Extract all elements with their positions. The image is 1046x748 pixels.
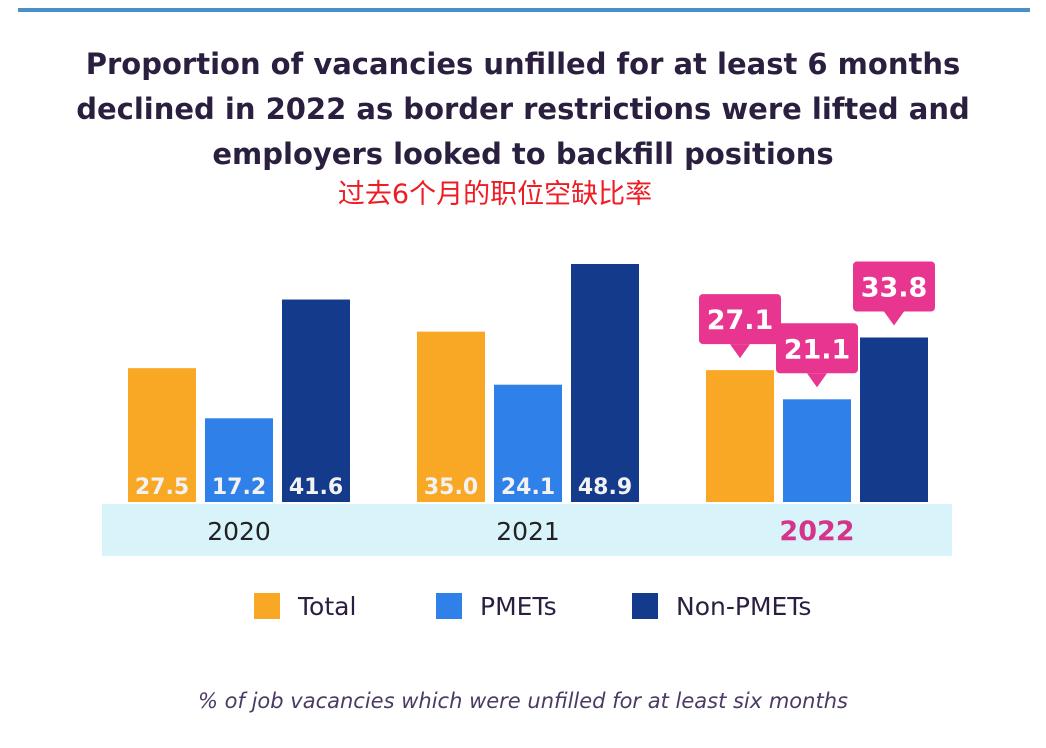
category-label-2021: 2021: [496, 517, 560, 546]
legend-swatch-non-pmets: [632, 593, 658, 619]
title-line-1: Proportion of vacancies unfilled for at …: [85, 47, 961, 81]
data-label-non-pmets-2020: 41.6: [289, 475, 343, 500]
bar-non-pmets-2022: [860, 337, 928, 502]
callout-box: [776, 323, 858, 374]
legend-label-pmets: PMETs: [480, 592, 557, 621]
bar-non-pmets-2020: [282, 299, 350, 502]
data-label-pmets-2022: 21.1: [784, 334, 851, 365]
data-label-non-pmets-2022: 33.8: [861, 272, 928, 303]
callout-box: [853, 261, 935, 312]
legend-label-non-pmets: Non-PMETs: [676, 592, 812, 621]
category-band: [102, 504, 952, 556]
callout-pmets-2022: 21.1: [776, 323, 858, 388]
data-label-total-2022: 27.1: [707, 305, 774, 336]
legend-swatch-pmets: [436, 593, 462, 619]
bar-pmets-2022: [783, 399, 851, 502]
top-rule: [18, 8, 1030, 12]
data-label-total-2020: 27.5: [135, 475, 189, 500]
callout-pointer: [730, 344, 750, 359]
bar-pmets-2021: [494, 384, 562, 502]
title-line-2: declined in 2022 as border restrictions …: [76, 92, 970, 126]
footnote: % of job vacancies which were unfilled f…: [198, 689, 848, 713]
data-label-pmets-2021: 24.1: [501, 475, 555, 500]
callout-total-2022: 27.1: [699, 294, 781, 359]
bar-non-pmets-2021: [571, 264, 639, 502]
bar-total-2020: [128, 368, 196, 502]
legend: Total PMETs Non-PMETs: [0, 590, 1046, 624]
data-label-non-pmets-2021: 48.9: [578, 475, 632, 500]
bar-total-2022: [706, 370, 774, 502]
legend-label-total: Total: [298, 592, 357, 621]
callout-non-pmets-2022: 33.8: [853, 261, 935, 326]
callout-pointer: [884, 311, 904, 326]
callout-pointer: [807, 373, 827, 388]
data-label-pmets-2020: 17.2: [212, 475, 266, 500]
bar-pmets-2020: [205, 418, 273, 502]
chart-title: Proportion of vacancies unfilled for at …: [0, 42, 1046, 177]
category-label-2020: 2020: [207, 517, 271, 546]
data-label-total-2021: 35.0: [424, 475, 478, 500]
chart-subtitle: 过去6个月的职位空缺比率: [337, 179, 653, 210]
legend-swatch-total: [254, 593, 280, 619]
bar-total-2021: [417, 331, 485, 502]
category-label-2022: 2022: [779, 516, 854, 547]
callout-box: [699, 294, 781, 345]
title-line-3: employers looked to backfill positions: [212, 137, 834, 171]
